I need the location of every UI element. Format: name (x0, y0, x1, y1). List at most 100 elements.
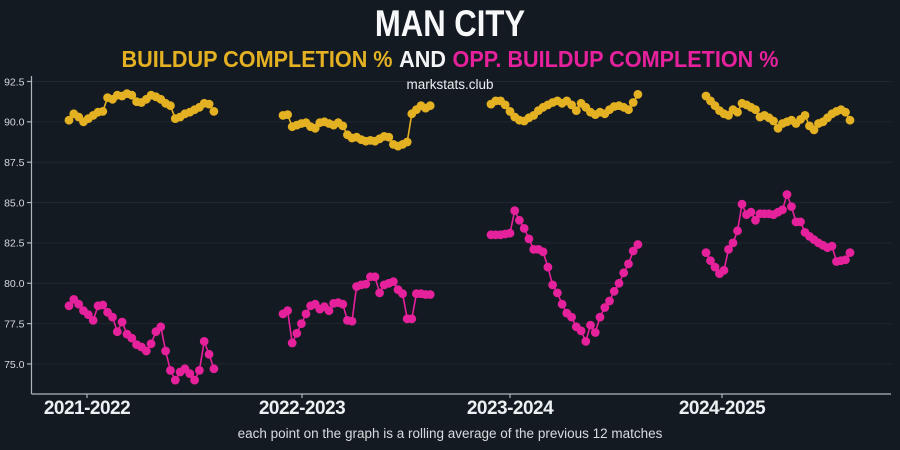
opposition-data-point (605, 296, 614, 306)
opposition-data-point (609, 286, 619, 296)
buildup-data-point (127, 90, 137, 100)
buildup-data-point (98, 107, 108, 116)
opposition-data-point (841, 255, 850, 265)
opposition-data-point (706, 256, 715, 266)
x-axis-season-label: 2024-2025 (679, 398, 766, 419)
opposition-data-point (719, 265, 729, 275)
opposition-data-point (701, 248, 711, 257)
legend-buildup-label: BUILDUP COMPLETION % (121, 46, 393, 72)
buildup-data-point (751, 105, 760, 115)
opposition-data-point (297, 319, 306, 328)
buildup-data-point (283, 110, 292, 119)
opposition-data-point (519, 224, 529, 233)
buildup-data-point (209, 107, 219, 116)
opposition-data-point (553, 288, 562, 298)
opposition-data-point (347, 316, 357, 326)
opposition-data-point (108, 312, 117, 322)
opposition-data-point (728, 238, 738, 248)
opposition-data-point (190, 375, 200, 385)
y-axis-tick-label: 92.5 (4, 76, 25, 88)
x-axis-season-label: 2021-2022 (44, 398, 130, 419)
opposition-data-point (733, 226, 742, 236)
chart-subtitle-legend: BUILDUP COMPLETION % AND OPP. BUILDUP COMP… (27, 46, 873, 73)
opposition-data-point (127, 333, 137, 343)
legend-opposition-label: OPP. BUILDUP COMPLETION % (452, 46, 779, 72)
buildup-data-point (166, 101, 175, 111)
buildup-data-point (425, 101, 435, 111)
opposition-data-point (283, 306, 292, 316)
buildup-data-point (845, 115, 855, 125)
opposition-data-point (204, 349, 214, 359)
buildup-data-point (571, 106, 581, 115)
opposition-data-point (538, 247, 548, 257)
opposition-data-point (590, 328, 600, 337)
buildup-data-point (500, 100, 510, 110)
buildup-data-point (800, 111, 810, 120)
buildup-data-point (633, 90, 643, 99)
opposition-data-point (778, 205, 787, 215)
opposition-data-point (98, 300, 108, 310)
opposition-data-point (375, 288, 384, 298)
opposition-data-point (88, 316, 98, 325)
opposition-data-point (548, 280, 557, 290)
opposition-data-point (581, 337, 591, 346)
opposition-data-point (710, 262, 720, 272)
opposition-data-point (287, 338, 297, 348)
opposition-data-point (398, 289, 407, 299)
opposition-data-point (600, 303, 610, 312)
opposition-data-point (724, 245, 733, 254)
buildup-data-point (338, 121, 348, 131)
opposition-data-point (112, 327, 122, 337)
opposition-data-point (628, 246, 638, 256)
opposition-data-point (209, 364, 219, 374)
opposition-data-point (746, 207, 756, 217)
opposition-data-point (195, 366, 204, 375)
opposition-data-point (586, 320, 595, 330)
opposition-data-point (827, 241, 837, 251)
opposition-data-point (64, 301, 74, 311)
legend-and-label: AND (399, 46, 446, 72)
opposition-data-point (505, 228, 515, 238)
opposition-data-point (737, 199, 747, 209)
opposition-data-point (185, 369, 195, 378)
y-axis-tick-label: 82.5 (4, 238, 25, 250)
opposition-data-point (141, 346, 151, 356)
opposition-data-point (389, 277, 398, 286)
opposition-data-point (614, 278, 624, 288)
opposition-data-point (845, 248, 855, 257)
buildup-data-point (628, 98, 638, 107)
opposition-data-point (361, 279, 371, 289)
opposition-data-point (515, 215, 524, 225)
watermark: markstats.club (406, 77, 494, 92)
opposition-data-point (524, 234, 534, 244)
buildup-data-point (64, 115, 74, 125)
buildup-data-point (204, 99, 214, 109)
opposition-data-point (161, 346, 171, 356)
opposition-data-point (83, 310, 93, 320)
buildup-data-point (769, 116, 778, 126)
opposition-data-point (324, 306, 334, 316)
page-title: MAN CITY (374, 3, 526, 44)
y-axis-tick-label: 75.0 (4, 359, 25, 371)
opposition-data-point (166, 366, 175, 375)
opposition-data-point (510, 206, 520, 216)
y-axis-tick-label: 80.0 (4, 278, 25, 290)
x-axis-season-label: 2023-2024 (467, 398, 554, 419)
opposition-data-point (619, 268, 629, 278)
opposition-data-point (407, 314, 417, 324)
opposition-data-point (425, 290, 435, 299)
buildup-data-point (624, 105, 633, 115)
opposition-data-point (796, 217, 805, 227)
opposition-data-point (156, 322, 166, 332)
opposition-data-point (543, 262, 553, 272)
y-axis-tick-label: 90.0 (4, 117, 25, 129)
opposition-data-point (338, 299, 348, 309)
x-axis-season-label: 2022-2023 (259, 398, 345, 419)
y-axis-tick-label: 85.0 (4, 197, 25, 209)
opposition-data-point (74, 299, 84, 309)
y-axis-tick-label: 87.5 (4, 157, 25, 169)
opposition-data-point (787, 202, 796, 212)
opposition-data-point (567, 312, 576, 322)
